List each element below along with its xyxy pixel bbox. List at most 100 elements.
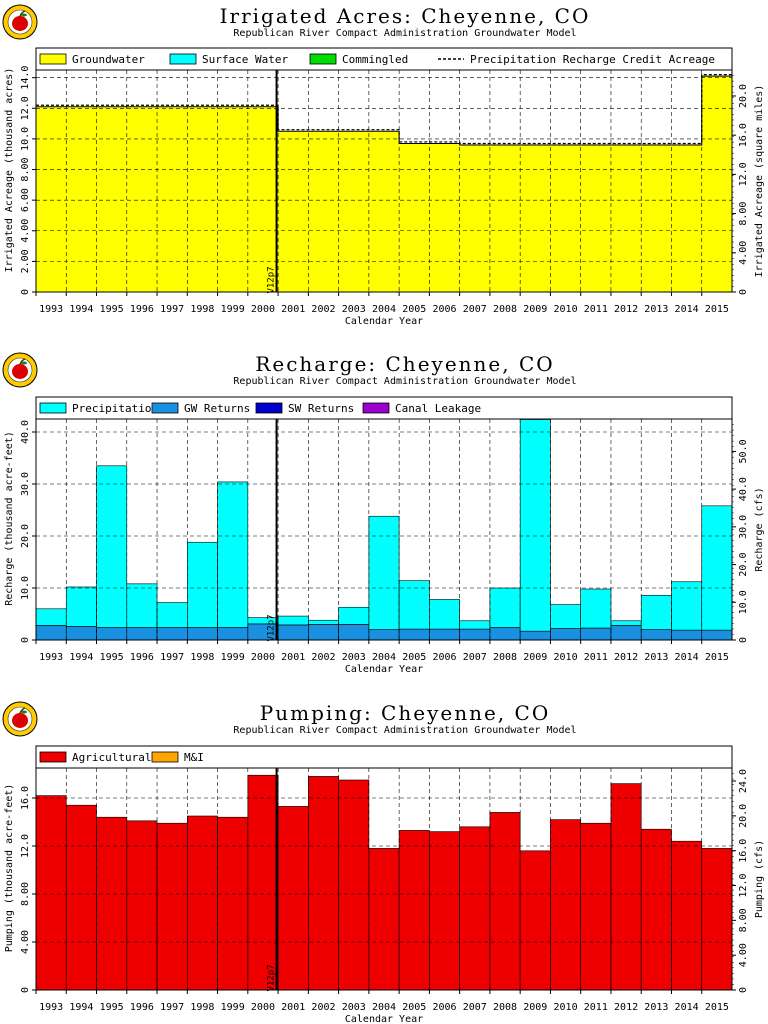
bar-precipitation-2007 (459, 620, 491, 630)
y-axis-label: Pumping (thousand acre-feet) (4, 784, 15, 953)
legend-label: Precipitation (72, 402, 158, 415)
x-tick-label: 2003 (342, 652, 366, 663)
plot-frame (35, 396, 733, 641)
x-tick-label: 1996 (130, 652, 154, 663)
y-tick-label: 4.00 (20, 930, 31, 954)
x-tick-label: 2009 (523, 652, 547, 663)
chart-title: Pumping: Cheyenne, CO (260, 701, 550, 725)
bar-agricultural-1997 (156, 822, 188, 991)
chart-panel-1: Irrigated Acres: Cheyenne, CORepublican … (2, 4, 765, 327)
legend-swatch (39, 53, 67, 65)
x-tick-label: 2003 (342, 1002, 366, 1013)
bar-precipitation-2006 (429, 599, 460, 630)
bar-agricultural-2008 (489, 812, 521, 991)
bar-agricultural-2013 (640, 828, 672, 991)
y-tick-label: 0 (20, 987, 31, 993)
bar-precipitation-2012 (610, 620, 642, 626)
bar-gw-returns-2009 (519, 630, 551, 641)
y-tick-label: 4.00 (20, 219, 31, 243)
bar-precipitation-2002 (308, 619, 339, 625)
x-tick-label: 1995 (100, 304, 124, 315)
x-tick-label: 1994 (69, 652, 93, 663)
bar-agricultural-2014 (671, 840, 703, 991)
y2-tick-label: 12.0 (738, 873, 749, 897)
bar-agricultural-2006 (429, 831, 460, 991)
y2-tick-label: 40.0 (738, 477, 749, 501)
x-tick-label: 2005 (402, 1002, 426, 1013)
y-tick-label: 14.0 (20, 66, 31, 90)
x-tick-label: 1999 (221, 1002, 245, 1013)
bar-gw-returns-2003 (338, 624, 370, 641)
legend-label: SW Returns (288, 402, 354, 415)
bar-groundwater-1993 (36, 106, 67, 292)
x-tick-label: 1993 (39, 304, 63, 315)
bar-agricultural-2002 (308, 776, 339, 991)
bar-precipitation-2008 (489, 587, 521, 628)
x-tick-label: 1998 (190, 304, 214, 315)
x-tick-label: 2006 (432, 652, 456, 663)
legend-swatch (169, 53, 197, 65)
y-tick-label: 6.00 (20, 188, 31, 212)
x-tick-label: 2000 (251, 1002, 275, 1013)
bar-groundwater-2006 (429, 143, 460, 292)
x-tick-label: 2000 (251, 304, 275, 315)
chart-subtitle: Republican River Compact Administration … (233, 28, 576, 39)
y2-tick-label: 10.0 (738, 590, 749, 614)
bar-agricultural-2012 (610, 783, 642, 991)
y2-axis-label: Pumping (cfs) (754, 840, 765, 918)
model-version-marker-label: V12p7 (267, 266, 277, 293)
y2-tick-label: 50.0 (738, 439, 749, 463)
bar-precipitation-1997 (156, 602, 188, 628)
bar-agricultural-2007 (459, 826, 491, 991)
x-tick-label: 2002 (311, 304, 335, 315)
y-tick-label: 16.0 (20, 786, 31, 810)
bar-groundwater-2009 (520, 145, 551, 292)
x-tick-label: 2007 (463, 304, 487, 315)
bar-gw-returns-2001 (277, 624, 309, 641)
bar-precipitation-2010 (550, 604, 581, 629)
logo-apple-stem (19, 10, 26, 17)
bar-groundwater-1994 (66, 106, 97, 292)
x-tick-label: 2012 (614, 304, 638, 315)
x-tick-label: 2010 (554, 652, 578, 663)
chart-title: Recharge: Cheyenne, CO (255, 352, 554, 376)
model-version-marker-label: V12p7 (267, 614, 277, 641)
bar-gw-returns-2004 (368, 629, 400, 641)
y2-tick-label: 30.0 (738, 515, 749, 539)
x-tick-label: 2005 (402, 652, 426, 663)
x-tick-label: 1993 (39, 1002, 63, 1013)
x-tick-label: 1993 (39, 652, 63, 663)
model-version-marker-label: V12p7 (267, 964, 277, 991)
x-tick-label: 2014 (675, 1002, 699, 1013)
bar-precipitation-2011 (580, 588, 612, 629)
legend-label: Groundwater (72, 53, 145, 66)
x-tick-label: 2006 (432, 1002, 456, 1013)
y-tick-label: 2.00 (20, 249, 31, 273)
bar-agricultural-1999 (217, 816, 249, 991)
x-tick-label: 1997 (160, 304, 184, 315)
x-tick-label: 1998 (190, 1002, 214, 1013)
y-tick-label: 0 (20, 289, 31, 295)
y2-tick-label: 16.0 (738, 123, 749, 147)
legend-swatch (309, 53, 337, 65)
x-tick-label: 1996 (130, 1002, 154, 1013)
y2-axis-label: Recharge (cfs) (754, 487, 765, 571)
y-tick-label: 8.00 (20, 882, 31, 906)
bar-agricultural-2001 (277, 806, 309, 991)
x-tick-label: 2014 (675, 652, 699, 663)
logo-apple-leaf (21, 710, 27, 714)
bar-precipitation-1993 (35, 608, 67, 626)
logo-apple (12, 364, 28, 379)
x-tick-label: 2012 (614, 652, 638, 663)
y2-tick-label: 8.00 (738, 908, 749, 932)
y2-tick-label: 20.0 (738, 84, 749, 108)
bar-precipitation-2009 (519, 419, 551, 632)
bar-groundwater-2001 (278, 131, 309, 292)
bar-gw-returns-1998 (187, 627, 218, 641)
x-tick-label: 2007 (463, 1002, 487, 1013)
y-tick-label: 12.0 (20, 834, 31, 858)
x-tick-label: 2013 (644, 1002, 668, 1013)
bar-gw-returns-2006 (429, 628, 460, 641)
